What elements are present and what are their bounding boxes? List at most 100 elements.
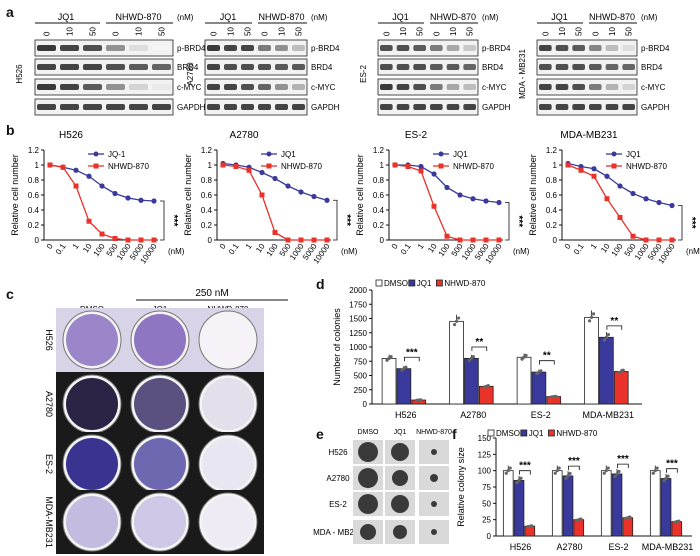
plate-well-colonies: [66, 438, 118, 490]
western-blot-panel: JQ1 NHWD-870 (nM) 0 10 50 0 10 50 p-BRD4 BRD4 c-MYC…: [15, 12, 670, 116]
bar-legend-label: NHWD-870: [444, 279, 485, 288]
curve-y-tick-label: 0: [208, 236, 213, 245]
blot-band: [224, 45, 237, 51]
blot-dose-label: 0: [261, 31, 270, 36]
bar-legend-swatch: [408, 279, 416, 287]
bar-y-tick-label: 250: [354, 386, 368, 395]
blot-band: [430, 64, 443, 70]
curve-point-nhwd: [285, 237, 291, 243]
bar-category-label: H526: [510, 542, 532, 552]
curve-legend-marker: [438, 151, 444, 157]
blot-band: [83, 45, 102, 51]
curve-point-jq1: [99, 183, 105, 189]
spheroid-body: [391, 495, 409, 513]
bar-data-point: [604, 335, 608, 339]
bar-sig-bracket: [568, 465, 580, 471]
bar-data-point: [557, 466, 561, 470]
bar-legend-label: DMSO: [496, 429, 520, 438]
bar-y-tick-label: 0: [363, 400, 368, 409]
bar-data-point: [486, 384, 490, 388]
curve-point-jq1: [73, 167, 79, 173]
curve-title: A2780: [230, 130, 259, 141]
panel-label-f: f: [452, 426, 457, 442]
bar-y-tick-label: 125: [478, 450, 492, 459]
curve-point-jq1: [125, 195, 131, 201]
curve-legend-marker: [266, 151, 272, 157]
curve-point-nhwd: [324, 237, 330, 243]
bar-significance: **: [543, 351, 551, 362]
curve-x-tick-label: 0.1: [54, 242, 68, 257]
blot-treat-jq1: JQ1: [220, 12, 237, 22]
blot-band: [572, 64, 585, 70]
bar-data-point: [579, 517, 583, 521]
curve-ylabel: Relative cell number: [528, 154, 538, 236]
blot-band: [224, 84, 237, 90]
blot-band: [106, 84, 125, 90]
blot-band: [572, 104, 585, 110]
plate-well-colonies: [202, 438, 254, 490]
blot-row-label: p-BRD4: [311, 44, 340, 53]
curve-point-nhwd: [246, 167, 252, 173]
curve-point-nhwd: [431, 203, 437, 209]
blot-band: [292, 84, 305, 90]
spheroid-body: [360, 524, 376, 540]
bar-sig-bracket: [606, 325, 623, 330]
bar-jq1: [464, 358, 479, 405]
spheroid-body: [431, 449, 437, 455]
curve-y-tick-label: 0.8: [28, 176, 40, 185]
blot-band: [207, 84, 220, 90]
blot-band: [106, 104, 125, 110]
curve-y-tick-label: 0.8: [201, 176, 213, 185]
curve-point-nhwd: [259, 192, 265, 198]
bar-nhwd-870: [478, 385, 494, 405]
blot-dose-label: 50: [295, 27, 304, 36]
blot-band: [413, 64, 426, 70]
bar-legend-label: DMSO: [384, 279, 408, 288]
blot-dose-label: 50: [89, 27, 98, 36]
bar-data-point: [628, 515, 632, 519]
blot-dose-label: 10: [558, 27, 567, 36]
blot-treat-jq1: JQ1: [392, 12, 409, 22]
curve-point-nhwd: [444, 233, 450, 239]
blot-band: [589, 64, 602, 70]
curve-point-nhwd: [483, 237, 489, 243]
blot-band: [463, 64, 476, 70]
blot-dose-label: 10: [399, 27, 408, 36]
panel-label-a: a: [6, 4, 14, 20]
curve-point-nhwd: [470, 237, 476, 243]
blot-band: [539, 84, 552, 90]
bar-data-point: [602, 338, 606, 342]
curve-point-nhwd: [73, 183, 79, 189]
curve-y-tick-label: 1: [35, 161, 40, 170]
curve-title: MDA-MB231: [560, 130, 618, 141]
blot-treat-jq1: JQ1: [551, 12, 568, 22]
blot-band: [106, 45, 125, 51]
curve-y-tick-label: 0.6: [546, 191, 558, 200]
blot-band: [37, 84, 56, 90]
bar-nhwd-870: [613, 371, 629, 405]
curve-y-tick-label: 0.4: [201, 206, 213, 215]
curve-y-tick-label: 1.2: [28, 146, 40, 155]
curve-point-nhwd: [138, 237, 144, 243]
curve-legend-marker: [93, 151, 99, 157]
bar-significance: ***: [666, 459, 678, 470]
bar-data-point: [651, 471, 655, 475]
spheroid-body: [393, 525, 407, 539]
bar-nhwd-870: [573, 519, 585, 537]
blot-band: [430, 84, 443, 90]
blot-band: [241, 84, 254, 90]
plates-header-conc: 250 nM: [195, 288, 228, 299]
curve-point-nhwd: [591, 173, 597, 179]
blot-band: [605, 84, 619, 90]
bar-data-point: [456, 316, 461, 320]
blot-band: [380, 45, 393, 51]
blot-band: [60, 104, 79, 110]
blot-band: [446, 64, 460, 70]
curve-ylabel: Relative cell number: [10, 154, 20, 236]
bar-legend-label: JQ1: [529, 429, 544, 438]
blot-treat-nhwd: NHWD-870: [589, 12, 635, 22]
curve-legend-marker: [611, 151, 617, 157]
curve-point-jq1: [324, 197, 330, 203]
panel-label-b: b: [6, 122, 15, 138]
curve-point-jq1: [630, 190, 636, 197]
